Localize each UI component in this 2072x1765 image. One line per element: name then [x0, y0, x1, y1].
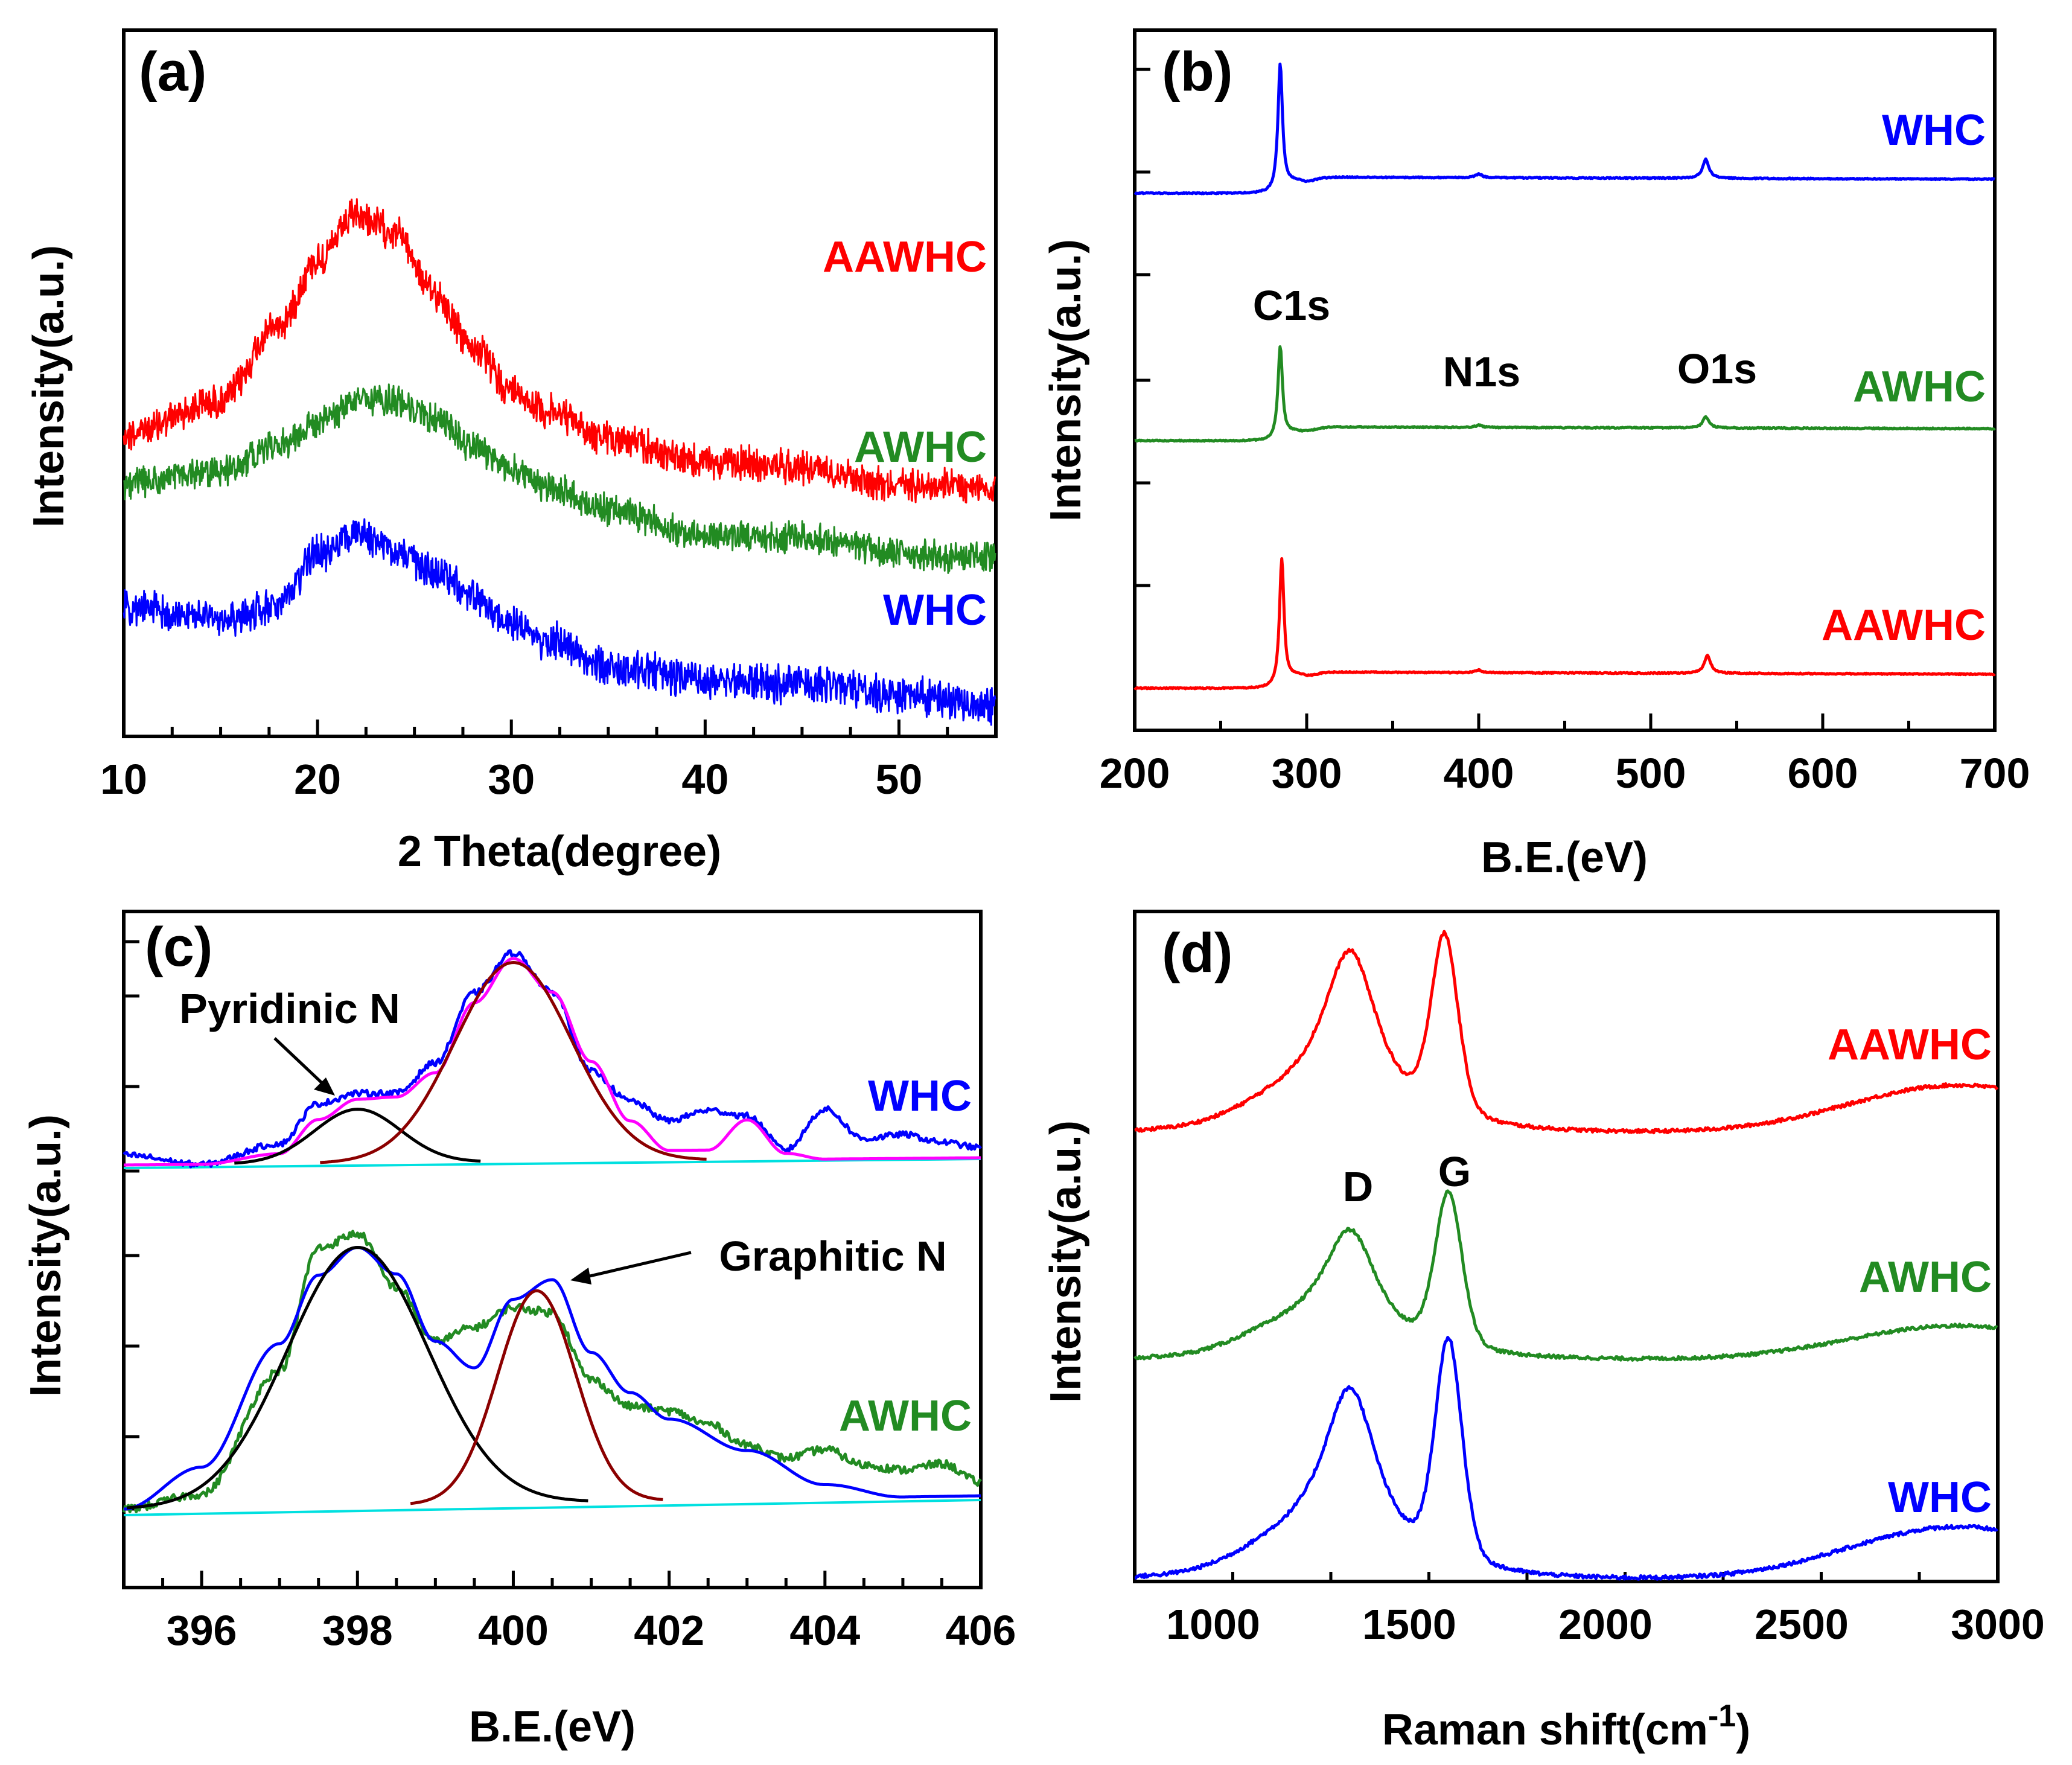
panel-b-legend-aawhc: AAWHC: [1822, 601, 1986, 650]
n1s-awhc-pyridinic-n-fit: [127, 1246, 588, 1510]
x-tick-label: 2500: [1755, 1601, 1849, 1648]
panel-b-annotation-n1s: N1s: [1443, 348, 1520, 395]
panel-c-annotation-pyridinic-n: Pyridinic N: [179, 985, 400, 1032]
x-tick-label: 2000: [1558, 1601, 1653, 1648]
x-tick-label: 400: [478, 1607, 549, 1654]
panel-a: (a) 10 20 30 40 50 2 Theta(degree) Intensity…: [25, 28, 998, 876]
panel-b-y-axis-title: Intensity(a.u.): [1042, 239, 1090, 522]
panel-d-y-axis-title: Intensity(a.u.): [1042, 1120, 1090, 1403]
panel-d-legend-whc: WHC: [1888, 1473, 1992, 1522]
x-tick-label: 1500: [1362, 1601, 1456, 1648]
panel-d-legend-awhc: AWHC: [1859, 1253, 1992, 1301]
x-tick-label: 1000: [1166, 1601, 1260, 1648]
raman-line-aawhc: [1134, 930, 1999, 1135]
panel-a-ticks: [122, 720, 998, 736]
panel-b-legend-whc: WHC: [1882, 106, 1986, 155]
raman-line-whc: [1134, 1336, 1998, 1581]
raman-line-awhc: [1133, 1189, 1998, 1362]
x-tick-label: 30: [488, 756, 535, 803]
n1s-whc-envelope: [124, 957, 981, 1167]
panel-d-x-axis-title-main: Raman shift(cm: [1382, 1706, 1708, 1754]
panel-a-frame: [122, 28, 998, 738]
n1s-awhc-graphitic-n-fit: [410, 1289, 663, 1505]
panel-d-frame: [1133, 910, 2000, 1583]
x-tick-label: 404: [789, 1607, 860, 1654]
panel-d-series: [1133, 930, 1999, 1581]
x-tick-label: 406: [946, 1607, 1016, 1654]
panel-c-x-tick-labels: 396 398 400 402 404 406: [167, 1607, 1016, 1654]
panel-c-x-axis-title: B.E.(eV): [469, 1703, 636, 1751]
panel-b-series: [1133, 62, 1996, 691]
n1s-awhc-envelope: [123, 1246, 981, 1511]
panel-d-annotation-d: D: [1343, 1163, 1374, 1210]
x-tick-label: 396: [167, 1607, 237, 1654]
panel-a-legend-aawhc: AAWHC: [823, 233, 987, 281]
panel-c-legend-whc: WHC: [868, 1072, 972, 1120]
panel-d-annotation-g: G: [1438, 1148, 1471, 1195]
panel-b-x-axis-title: B.E.(eV): [1481, 834, 1648, 882]
x-tick-label: 402: [634, 1607, 704, 1654]
x-tick-label: 40: [681, 756, 728, 803]
panel-c-annotation-graphitic-n: Graphitic N: [719, 1233, 946, 1280]
panel-c-ticks: [122, 940, 983, 1588]
x-tick-label: 200: [1100, 750, 1170, 797]
panel-d-x-axis-title-close: ): [1736, 1706, 1750, 1754]
x-tick-label: 700: [1960, 750, 2030, 797]
x-tick-label: 500: [1616, 750, 1686, 797]
x-tick-label: 3000: [1951, 1601, 2045, 1648]
x-tick-label: 398: [322, 1607, 393, 1654]
panel-a-legend-whc: WHC: [883, 586, 987, 634]
xps-survey-line-whc: [1133, 62, 1996, 196]
panel-a-x-axis-title: 2 Theta(degree): [398, 828, 721, 876]
panel-a-legend-awhc: AWHC: [854, 423, 987, 471]
panel-b: (b) 200 300 400 500 600 700 B.E.(eV) Intensit…: [1042, 28, 2030, 882]
n1s-whc-pyridinic-n-fit: [234, 1108, 481, 1165]
panel-c-y-axis-title: Intensity(a.u.): [22, 1114, 70, 1397]
panel-a-series: [123, 198, 996, 726]
xrd-line-awhc: [123, 383, 996, 574]
panel-d-legend-aawhc: AAWHC: [1828, 1021, 1992, 1069]
x-tick-label: 300: [1272, 750, 1342, 797]
panel-a-label: (a): [139, 41, 206, 103]
panel-b-ticks: [1133, 68, 1997, 730]
x-tick-label: 50: [876, 756, 923, 803]
x-tick-label: 600: [1788, 750, 1858, 797]
panel-c-legend-awhc: AWHC: [839, 1392, 972, 1440]
n1s-whc-graphitic-n-fit: [320, 961, 707, 1164]
panel-b-label: (b): [1162, 41, 1232, 103]
panel-d-x-axis-title-sup: -1: [1708, 1699, 1736, 1734]
xps-survey-line-aawhc: [1133, 557, 1996, 691]
panel-d-x-tick-labels: 1000 1500 2000 2500 3000: [1166, 1601, 2045, 1648]
xrd-line-aawhc: [123, 198, 996, 504]
panel-b-x-tick-labels: 200 300 400 500 600 700: [1100, 750, 2030, 797]
panel-a-x-tick-labels: 10 20 30 40 50: [100, 756, 922, 803]
panel-d-label: (d): [1162, 922, 1232, 984]
x-tick-label: 400: [1444, 750, 1514, 797]
panel-b-annotation-o1s: O1s: [1677, 345, 1757, 392]
xrd-line-whc: [123, 518, 996, 726]
panel-d-x-axis-title: Raman shift(cm-1): [1382, 1699, 1750, 1754]
panel-d: (d) 1000 1500 2000 2500 3000 Raman shift(cm-…: [1042, 910, 2045, 1754]
panel-c-series: [122, 949, 982, 1516]
panel-c: (c) 396 398 400 402 404 406 B.E.(eV) Intensit…: [22, 910, 1016, 1751]
x-tick-label: 10: [100, 756, 147, 803]
n1s-whc: [123, 949, 982, 1169]
panel-c-arrow-graphitic: [570, 1251, 692, 1285]
panel-c-label: (c): [145, 916, 212, 978]
xps-survey-line-awhc: [1133, 345, 1996, 443]
awhc-baseline: [123, 1499, 981, 1516]
x-tick-label: 20: [294, 756, 341, 803]
panel-c-arrow-pyridinic: [273, 1037, 335, 1096]
panel-a-y-axis-title: Intensity(a.u.): [25, 245, 73, 528]
panel-b-legend-awhc: AWHC: [1853, 363, 1986, 411]
panel-b-annotation-c1s: C1s: [1253, 282, 1330, 329]
